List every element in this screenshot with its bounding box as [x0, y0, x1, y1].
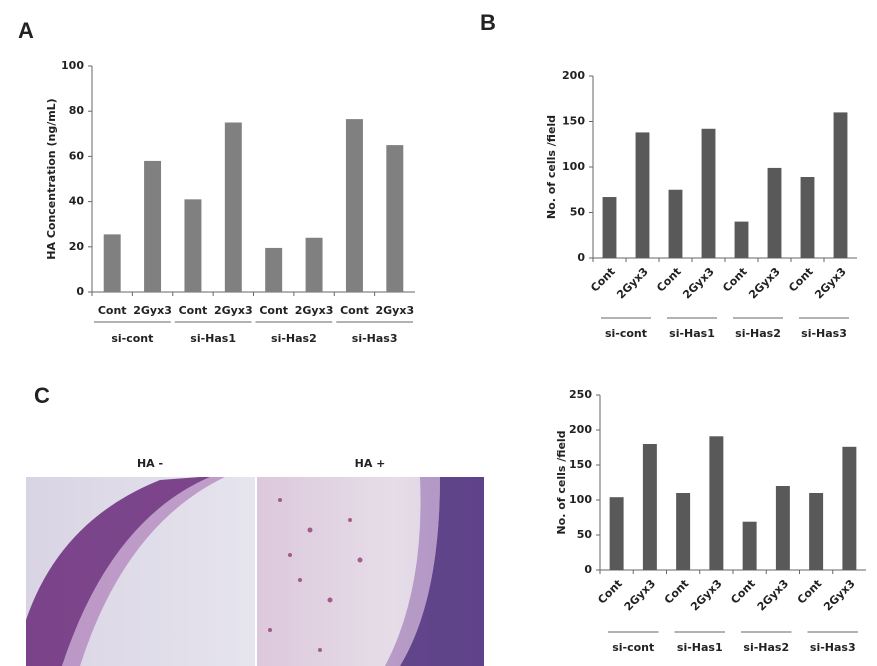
bar [842, 446, 857, 570]
bar [800, 177, 815, 258]
bar [602, 197, 617, 258]
x-tick-label: 2Gyx3 [133, 304, 172, 317]
bar [635, 132, 650, 258]
bar [775, 486, 790, 570]
y-tick-label: 0 [584, 563, 592, 576]
bar [224, 122, 242, 292]
bar [103, 234, 121, 292]
x-tick-label: Cont [179, 304, 208, 317]
x-tick-label: 2Gyx3 [622, 577, 658, 613]
bar [305, 237, 323, 292]
y-tick-label: 100 [569, 493, 592, 506]
y-tick-label: 100 [61, 59, 84, 72]
x-tick-label: Cont [654, 265, 684, 295]
y-axis-label: No. of cells /field [555, 430, 568, 534]
bar [701, 128, 716, 258]
x-tick-label: 2Gyx3 [376, 304, 415, 317]
bar [668, 189, 683, 258]
micrograph [257, 477, 484, 666]
y-tick-label: 50 [577, 528, 593, 541]
bar [642, 444, 657, 570]
bar [265, 247, 283, 292]
micrograph [26, 477, 255, 666]
y-tick-label: 100 [562, 160, 585, 173]
group-label: si-Has1 [677, 641, 723, 654]
group-label: si-cont [612, 641, 654, 654]
group-label: si-Has1 [190, 332, 236, 345]
group-label: si-Has3 [352, 332, 398, 345]
x-tick-label: 2Gyx3 [812, 265, 848, 301]
x-tick-label: Cont [728, 577, 758, 607]
x-tick-label: Cont [595, 577, 625, 607]
bar [809, 493, 824, 570]
panel-label: A [18, 18, 34, 43]
bar [386, 145, 404, 292]
image-label: HA + [355, 457, 386, 470]
group-label: si-Has1 [669, 327, 715, 340]
x-tick-label: 2Gyx3 [746, 265, 782, 301]
y-tick-label: 60 [69, 149, 85, 162]
bar [144, 160, 162, 292]
group-label: si-Has2 [735, 327, 781, 340]
bar [833, 112, 848, 259]
x-tick-label: 2Gyx3 [614, 265, 650, 301]
x-tick-label: Cont [588, 265, 618, 295]
x-tick-label: Cont [340, 304, 369, 317]
y-axis-label: No. of cells /field [545, 115, 558, 219]
x-tick-label: 2Gyx3 [680, 265, 716, 301]
bar [184, 199, 202, 292]
bar [767, 167, 782, 258]
x-tick-label: 2Gyx3 [214, 304, 253, 317]
bar [676, 493, 691, 570]
x-tick-label: Cont [259, 304, 288, 317]
x-tick-label: Cont [720, 265, 750, 295]
group-label: si-Has2 [271, 332, 317, 345]
group-label: si-cont [605, 327, 647, 340]
bar [742, 521, 757, 570]
x-tick-label: Cont [662, 577, 692, 607]
y-tick-label: 150 [569, 458, 592, 471]
group-label: si-Has2 [743, 641, 789, 654]
bar [609, 497, 624, 570]
y-tick-label: 40 [69, 195, 85, 208]
x-tick-label: Cont [786, 265, 816, 295]
group-label: si-cont [111, 332, 153, 345]
panel-label: C [34, 383, 50, 408]
x-tick-label: Cont [795, 577, 825, 607]
panel-label: B [480, 10, 496, 35]
x-tick-label: 2Gyx3 [688, 577, 724, 613]
y-tick-label: 200 [562, 69, 585, 82]
group-label: si-Has3 [810, 641, 856, 654]
image-label: HA - [137, 457, 163, 470]
y-tick-label: 150 [562, 115, 585, 128]
y-tick-label: 0 [577, 251, 585, 264]
bar [709, 436, 724, 570]
y-tick-label: 50 [570, 206, 586, 219]
y-tick-label: 250 [569, 388, 592, 401]
bar [734, 221, 749, 258]
x-tick-label: Cont [98, 304, 127, 317]
y-tick-label: 80 [69, 104, 85, 117]
bar [345, 119, 363, 292]
x-tick-label: 2Gyx3 [821, 577, 857, 613]
group-label: si-Has3 [801, 327, 847, 340]
y-tick-label: 0 [76, 285, 84, 298]
y-tick-label: 200 [569, 423, 592, 436]
y-tick-label: 20 [69, 240, 85, 253]
x-tick-label: 2Gyx3 [295, 304, 334, 317]
x-tick-label: 2Gyx3 [755, 577, 791, 613]
y-axis-label: HA Concentration (ng/mL) [45, 98, 58, 259]
